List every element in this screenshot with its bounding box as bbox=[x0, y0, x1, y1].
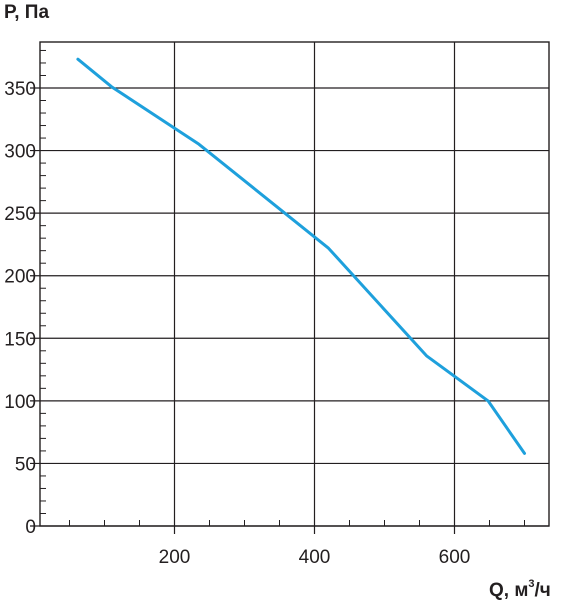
series-line bbox=[76, 57, 526, 455]
x-tick-label: 600 bbox=[439, 547, 471, 568]
y-tick-label: 250 bbox=[4, 204, 36, 225]
y-tick-label: 50 bbox=[15, 454, 36, 475]
x-axis-title-prefix: Q, м bbox=[489, 580, 528, 600]
y-tick-label: 200 bbox=[4, 267, 36, 288]
x-axis-title-suffix: /ч bbox=[535, 580, 551, 600]
y-tick-label: 100 bbox=[4, 392, 36, 413]
y-tick-label: 150 bbox=[4, 329, 36, 350]
plot-border bbox=[39, 41, 550, 527]
minor-ticks bbox=[40, 49, 525, 526]
x-axis-title: Q, м3/ч bbox=[489, 578, 551, 600]
plot-frame bbox=[39, 41, 550, 527]
x-tick-label: 200 bbox=[159, 547, 191, 568]
tick-labels: 0 50 100 150 200 250 300 350 200 400 600 bbox=[4, 79, 470, 568]
y-tick-label: 300 bbox=[4, 142, 36, 163]
y-tick-label: 0 bbox=[25, 517, 36, 538]
y-tick-label: 350 bbox=[4, 79, 36, 100]
x-axis-title-superscript: 3 bbox=[528, 578, 534, 590]
series-layer bbox=[76, 57, 526, 455]
y-axis-title: P, Па bbox=[4, 2, 49, 23]
x-tick-label: 400 bbox=[299, 547, 331, 568]
grid bbox=[30, 42, 549, 534]
